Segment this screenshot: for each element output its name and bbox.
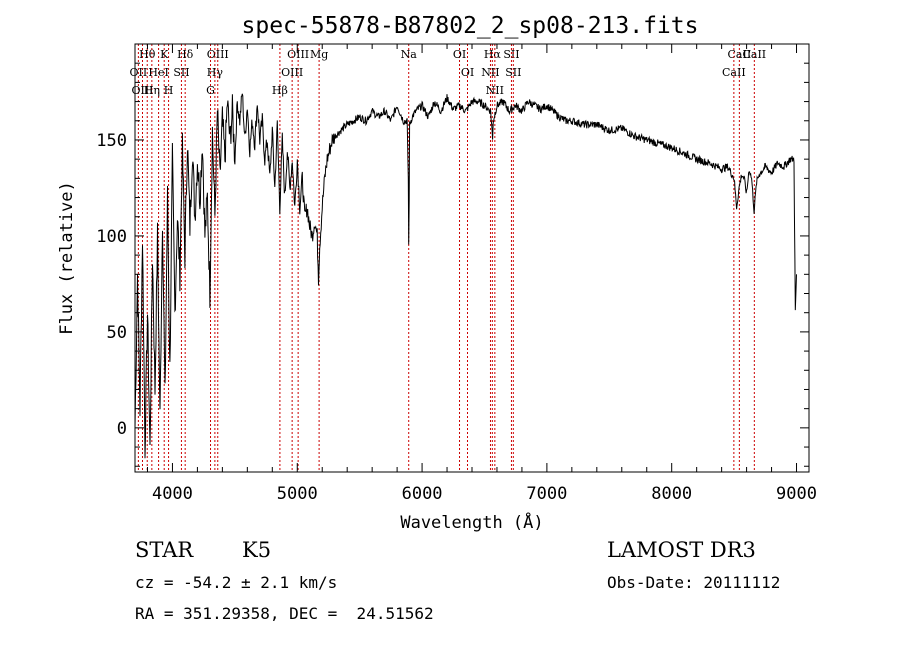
observation-date: Obs-Date: 20111112 bbox=[607, 573, 781, 592]
x-tick-label: 4000 bbox=[152, 484, 193, 504]
line-marker-label: K bbox=[160, 48, 169, 61]
line-marker-label: OII bbox=[130, 66, 148, 79]
x-axis-label: Wavelength (Å) bbox=[400, 511, 543, 533]
line-marker-label: SII bbox=[505, 66, 521, 79]
x-tick-label: 9000 bbox=[776, 484, 817, 504]
spectrum-line-flux bbox=[134, 93, 797, 459]
line-marker-label: H bbox=[164, 84, 174, 97]
y-tick-label: 0 bbox=[117, 419, 127, 439]
x-tick-label: 8000 bbox=[651, 484, 692, 504]
coordinates: RA = 351.29358, DEC = 24.51562 bbox=[135, 604, 434, 623]
line-marker-label: HeI bbox=[148, 66, 168, 79]
line-marker-label: G bbox=[206, 84, 215, 97]
object-class: STAR bbox=[135, 538, 194, 562]
plot-frame bbox=[134, 43, 810, 473]
line-marker-label: Hδ bbox=[177, 48, 194, 61]
object-subclass: K5 bbox=[242, 538, 272, 562]
spectral-line-markers: Hθ OII OIII K HeI Hη Hδ SII H OIII Hγ G OIII OIII Hβ Mg… bbox=[130, 44, 766, 472]
line-marker-label: OIII bbox=[281, 66, 303, 79]
line-marker-label: Hβ bbox=[272, 84, 288, 97]
line-marker-label: Hη bbox=[144, 84, 160, 97]
line-marker-label: NII bbox=[481, 66, 499, 79]
survey-name: LAMOST DR3 bbox=[607, 538, 756, 562]
line-marker-label: NII bbox=[486, 84, 504, 97]
y-tick-label: 150 bbox=[96, 131, 127, 151]
line-marker-label: Na bbox=[401, 48, 418, 61]
chart-title: spec-55878-B87802_2_sp08-213.fits bbox=[242, 13, 699, 39]
line-marker-label: CaII bbox=[742, 48, 766, 61]
line-marker-label: OIII bbox=[131, 84, 153, 97]
line-marker-label: SII bbox=[503, 48, 519, 61]
y-axis-label: Flux (relative) bbox=[57, 181, 77, 335]
spectrum-series bbox=[134, 93, 797, 459]
line-marker-label: Mg bbox=[310, 48, 328, 61]
line-marker-label: OIII bbox=[207, 48, 229, 61]
line-marker-label: OI bbox=[461, 66, 474, 79]
line-marker-label: Hα bbox=[484, 48, 502, 61]
line-marker-label: OI bbox=[453, 48, 466, 61]
x-tick-label: 6000 bbox=[402, 484, 443, 504]
x-tick-label: 7000 bbox=[526, 484, 567, 504]
line-marker-label: OIII bbox=[287, 48, 309, 61]
y-tick-label: 100 bbox=[96, 227, 127, 247]
y-tick-label: 50 bbox=[107, 323, 127, 343]
y-axis-ticks: 0 50 100 150 bbox=[96, 62, 809, 467]
line-marker-label: Hθ bbox=[139, 48, 156, 61]
x-tick-label: 5000 bbox=[277, 484, 318, 504]
line-marker-label: Hγ bbox=[207, 66, 224, 79]
line-marker-label: SII bbox=[173, 66, 189, 79]
x-axis-ticks: 4000 5000 6000 7000 8000 9000 bbox=[146, 44, 817, 504]
redshift-cz: cz = -54.2 ± 2.1 km/s bbox=[135, 573, 338, 592]
line-marker-label: CaII bbox=[722, 66, 746, 79]
